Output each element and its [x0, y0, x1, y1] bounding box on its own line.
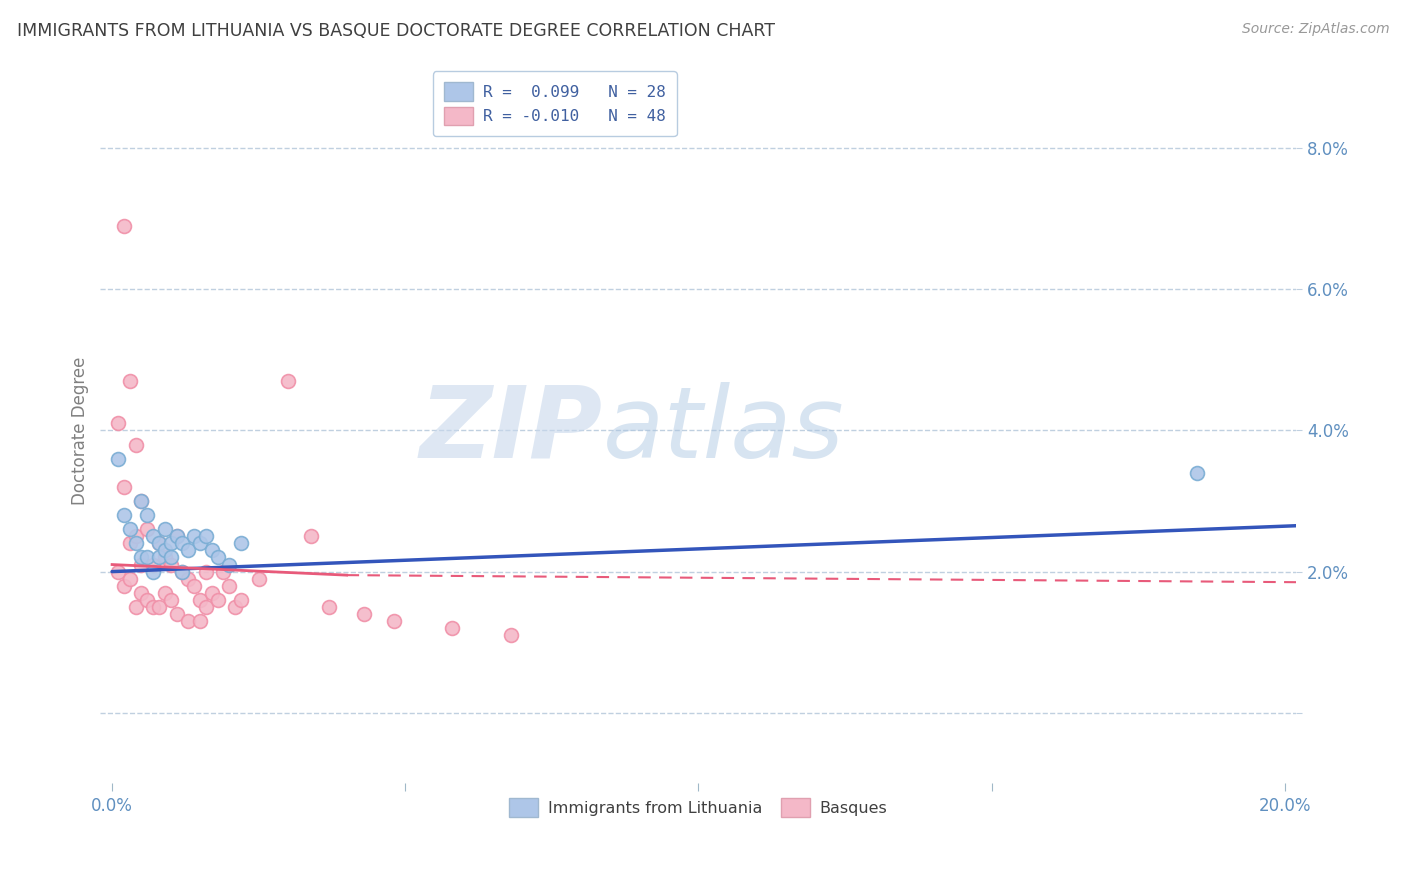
Point — [112, 508, 135, 522]
Point — [194, 529, 217, 543]
Point — [299, 529, 322, 543]
Point — [131, 494, 153, 508]
Point — [118, 522, 141, 536]
Point — [142, 599, 165, 614]
Point — [136, 550, 159, 565]
Point — [142, 558, 165, 572]
Point — [441, 621, 464, 635]
Point — [177, 543, 200, 558]
Point — [107, 417, 129, 431]
Point — [172, 565, 194, 579]
Point — [124, 437, 146, 451]
Point — [247, 572, 270, 586]
Text: IMMIGRANTS FROM LITHUANIA VS BASQUE DOCTORATE DEGREE CORRELATION CHART: IMMIGRANTS FROM LITHUANIA VS BASQUE DOCT… — [17, 22, 775, 40]
Point — [188, 592, 211, 607]
Point — [229, 536, 252, 550]
Point — [224, 599, 246, 614]
Point — [107, 451, 129, 466]
Text: atlas: atlas — [603, 382, 845, 479]
Point — [148, 536, 170, 550]
Point — [124, 536, 146, 550]
Point — [183, 579, 205, 593]
Point — [188, 614, 211, 628]
Point — [124, 599, 146, 614]
Point — [148, 536, 170, 550]
Point — [212, 565, 235, 579]
Point — [194, 565, 217, 579]
Point — [201, 586, 224, 600]
Point — [153, 586, 176, 600]
Point — [277, 374, 299, 388]
Point — [107, 565, 129, 579]
Point — [172, 536, 194, 550]
Point — [112, 219, 135, 233]
Text: Source: ZipAtlas.com: Source: ZipAtlas.com — [1241, 22, 1389, 37]
Point — [188, 536, 211, 550]
Point — [148, 599, 170, 614]
Point — [124, 529, 146, 543]
Point — [118, 572, 141, 586]
Point — [159, 558, 181, 572]
Point — [318, 599, 340, 614]
Point — [159, 550, 181, 565]
Point — [112, 480, 135, 494]
Point — [159, 536, 181, 550]
Point — [1185, 466, 1208, 480]
Point — [229, 592, 252, 607]
Point — [166, 529, 188, 543]
Point — [131, 550, 153, 565]
Point — [142, 529, 165, 543]
Point — [177, 572, 200, 586]
Point — [136, 522, 159, 536]
Point — [177, 614, 200, 628]
Legend: Immigrants from Lithuania, Basques: Immigrants from Lithuania, Basques — [502, 790, 896, 825]
Text: ZIP: ZIP — [420, 382, 603, 479]
Point — [201, 543, 224, 558]
Point — [136, 592, 159, 607]
Point — [207, 592, 229, 607]
Point — [153, 550, 176, 565]
Point — [218, 558, 240, 572]
Y-axis label: Doctorate Degree: Doctorate Degree — [72, 356, 89, 505]
Point — [142, 565, 165, 579]
Point — [183, 529, 205, 543]
Point — [118, 374, 141, 388]
Point — [207, 550, 229, 565]
Point — [148, 550, 170, 565]
Point — [382, 614, 405, 628]
Point — [112, 579, 135, 593]
Point — [218, 579, 240, 593]
Point — [172, 565, 194, 579]
Point — [153, 543, 176, 558]
Point — [131, 586, 153, 600]
Point — [159, 592, 181, 607]
Point — [153, 522, 176, 536]
Point — [136, 508, 159, 522]
Point — [131, 558, 153, 572]
Point — [166, 607, 188, 621]
Point — [118, 536, 141, 550]
Point — [166, 529, 188, 543]
Point — [499, 628, 522, 642]
Point — [353, 607, 375, 621]
Point — [131, 494, 153, 508]
Point — [194, 599, 217, 614]
